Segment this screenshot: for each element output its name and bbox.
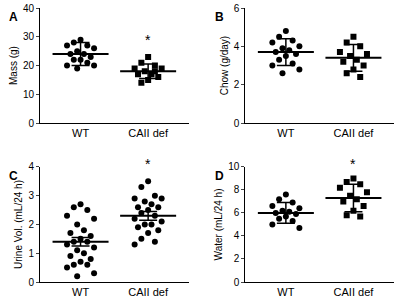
svg-text:WT: WT bbox=[72, 286, 89, 298]
svg-text:0: 0 bbox=[28, 118, 34, 129]
svg-text:Urine Vol. (mL/24 h): Urine Vol. (mL/24 h) bbox=[13, 180, 24, 269]
svg-text:4: 4 bbox=[234, 41, 240, 52]
svg-text:30: 30 bbox=[23, 31, 35, 42]
svg-text:Mass (g): Mass (g) bbox=[8, 46, 19, 85]
svg-text:6: 6 bbox=[234, 207, 240, 218]
svg-text:0: 0 bbox=[28, 277, 34, 288]
svg-text:B: B bbox=[215, 10, 224, 24]
svg-text:2: 2 bbox=[28, 219, 34, 230]
svg-text:*: * bbox=[145, 156, 151, 172]
svg-text:*: * bbox=[145, 32, 151, 48]
svg-text:3: 3 bbox=[28, 190, 34, 201]
svg-text:40: 40 bbox=[23, 3, 35, 14]
svg-text:Water (mL/24 h): Water (mL/24 h) bbox=[213, 189, 224, 261]
svg-text:CAII def: CAII def bbox=[334, 286, 375, 298]
svg-text:2: 2 bbox=[234, 253, 240, 264]
svg-text:CAII def: CAII def bbox=[128, 127, 169, 139]
svg-text:CAII def: CAII def bbox=[128, 286, 169, 298]
svg-text:8: 8 bbox=[234, 184, 240, 195]
svg-text:10: 10 bbox=[23, 89, 35, 100]
svg-text:1: 1 bbox=[28, 248, 34, 259]
svg-text:2: 2 bbox=[234, 79, 240, 90]
svg-text:WT: WT bbox=[277, 127, 294, 139]
svg-text:20: 20 bbox=[23, 60, 35, 71]
svg-text:10: 10 bbox=[228, 161, 240, 172]
svg-text:6: 6 bbox=[234, 3, 240, 14]
svg-text:C: C bbox=[9, 169, 18, 183]
svg-text:WT: WT bbox=[72, 127, 89, 139]
svg-text:A: A bbox=[9, 10, 18, 24]
svg-text:CAII def: CAII def bbox=[334, 127, 375, 139]
svg-text:*: * bbox=[350, 156, 356, 172]
svg-text:Chow (g/day): Chow (g/day) bbox=[219, 36, 230, 95]
svg-text:WT: WT bbox=[277, 286, 294, 298]
svg-text:4: 4 bbox=[234, 230, 240, 241]
svg-text:D: D bbox=[215, 169, 224, 183]
svg-text:0: 0 bbox=[234, 277, 240, 288]
svg-text:4: 4 bbox=[28, 161, 34, 172]
svg-text:0: 0 bbox=[234, 118, 240, 129]
